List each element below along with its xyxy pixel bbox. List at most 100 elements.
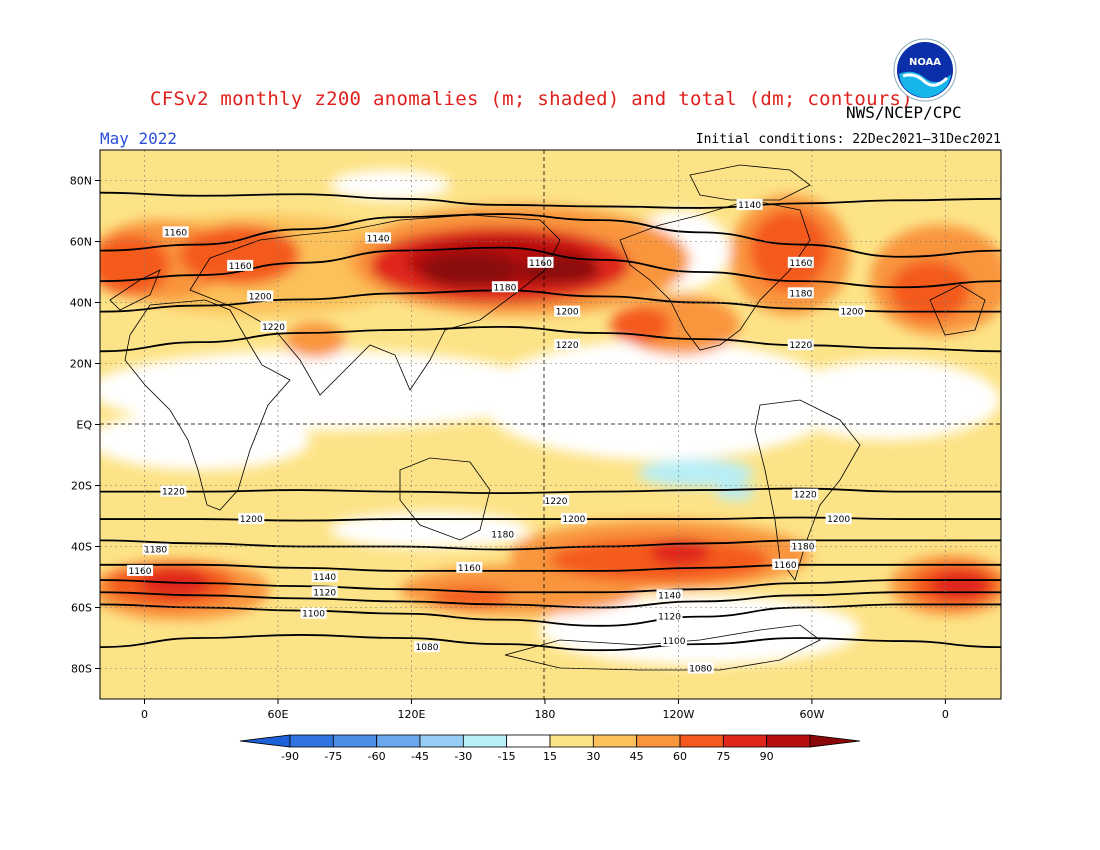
contour-label-bg [414, 641, 441, 653]
contour-label: 1160 [787, 256, 814, 269]
contour-label-text: 1160 [789, 259, 812, 269]
contour-label: 1140 [656, 589, 683, 601]
colorbar: -90 -75 -60 -45 -30 -15 15 30 45 60 75 90 [239, 734, 861, 763]
colorbar-tick-label: -90 [281, 750, 299, 763]
colorbar-tick-label: 90 [760, 750, 774, 763]
contour-label: 1200 [838, 305, 865, 318]
contour-label-bg [227, 259, 254, 271]
contour-1160 [100, 213, 1001, 258]
contour-label: 1140 [311, 571, 338, 583]
lat-tick-label: 20S [71, 480, 92, 493]
contour-label: 1120 [656, 610, 683, 623]
colorbar-swatch [419, 734, 464, 748]
contour-label: 1180 [787, 287, 814, 299]
contour-label: 1160 [162, 226, 189, 238]
contour-label: 1140 [736, 198, 763, 211]
contour-label-text: 1120 [313, 588, 336, 598]
contour-label: 1160 [527, 256, 554, 269]
contour-label-bg [365, 232, 392, 244]
lat-tick-label: 80N [70, 175, 92, 188]
contour-label-bg [142, 543, 169, 555]
contour-label-bg [554, 305, 581, 317]
contour-1180 [100, 539, 1001, 551]
lon-tick-label: 60W [799, 708, 824, 721]
colorbar-swatch [549, 734, 594, 748]
contour-label-text: 1200 [562, 515, 585, 525]
contour-label-bg [311, 571, 338, 582]
contour-label-text: 1100 [663, 637, 686, 647]
contour-label-text: 1220 [789, 341, 812, 351]
noaa-logo-icon: NOAA [893, 38, 957, 102]
lat-tick-label: 40S [71, 541, 92, 554]
contour-label-bg [660, 635, 687, 647]
agency-label: NWS/NCEP/CPC [846, 103, 962, 122]
contour-label-text: 1180 [144, 546, 167, 556]
lon-tick-label: 120W [662, 708, 694, 721]
contour-label: 1160 [127, 564, 154, 577]
contour-label-text: 1080 [416, 643, 439, 653]
contour-label-bg [127, 564, 154, 576]
contour-label-text: 1220 [794, 491, 817, 501]
lon-tick-label: 0 [942, 708, 949, 721]
contour-label-text: 1180 [792, 543, 815, 553]
contour-label: 1160 [456, 561, 483, 574]
contour-label-bg [656, 589, 683, 601]
colorbar-swatch [722, 734, 768, 748]
contour-label: 1160 [227, 259, 254, 272]
contour-label-text: 1220 [545, 497, 568, 507]
colorbar-swatch [766, 734, 811, 748]
contour-label-text: 1200 [249, 292, 272, 302]
colorbar-tick-label: 75 [716, 750, 730, 763]
lon-tick-label: 120E [397, 708, 425, 721]
contour-label: 1080 [414, 641, 441, 653]
colorbar-tick-label: 15 [543, 750, 557, 763]
contour-label: 1180 [142, 543, 169, 556]
contour-1160 [100, 563, 1001, 572]
contour-label-text: 1160 [229, 262, 252, 272]
colorbar-tick-label: 60 [673, 750, 687, 763]
contour-label-text: 1180 [789, 289, 812, 299]
contour-label-text: 1120 [658, 613, 681, 623]
contour-label-bg [838, 305, 865, 317]
contour-label-text: 1200 [240, 515, 263, 525]
contour-label-text: 1160 [458, 564, 481, 574]
contour-1140 [100, 191, 1001, 209]
contour-label-text: 1100 [302, 610, 325, 620]
colorbar-swatch [376, 734, 421, 748]
contour-label-bg [787, 339, 814, 351]
colorbar-swatch [592, 734, 638, 748]
contour-label-bg [300, 607, 327, 619]
contour-label: 1220 [787, 339, 814, 351]
contour-label: 1140 [365, 232, 392, 244]
contour-1220 [100, 325, 1001, 353]
contour-label-text: 1220 [162, 488, 185, 498]
contour-label: 1180 [491, 281, 518, 293]
contour-label-bg [787, 287, 814, 299]
contour-labels: 1160 1160 1140 1160 1180 1140 1160 1180 1200 1200… [127, 198, 865, 675]
colorbar-swatch [332, 734, 378, 748]
contour-label-bg [311, 586, 338, 598]
contour-label: 1200 [238, 513, 265, 525]
contour-label: 1100 [660, 635, 687, 647]
shaded-anomalies [100, 150, 1001, 699]
lon-tick-label: 0 [141, 708, 148, 721]
contour-label-text: 1140 [367, 234, 390, 244]
latitude-axis: 80N 60N 40N 20N EQ 20S 40S 60S 80S [70, 175, 100, 676]
longitude-axis: 0 60E 120E 180 120W 60W 0 [141, 699, 949, 721]
contour-label-bg [491, 281, 518, 293]
contour-label-bg [736, 198, 763, 210]
contour-label: 1120 [311, 586, 338, 598]
contour-label: 1080 [687, 662, 714, 675]
contour-label-text: 1180 [491, 530, 514, 540]
colorbar-tick-label: -30 [454, 750, 472, 763]
contour-label-bg [560, 513, 587, 525]
contour-1080 [100, 634, 1001, 652]
colorbar-tick-label: -75 [324, 750, 342, 763]
lat-tick-label: 40N [70, 297, 92, 310]
contour-label: 1100 [300, 607, 327, 620]
lat-tick-label: EQ [76, 419, 92, 432]
contour-label-bg [260, 320, 287, 332]
contour-label: 1220 [792, 488, 819, 501]
contour-label-text: 1160 [529, 259, 552, 269]
